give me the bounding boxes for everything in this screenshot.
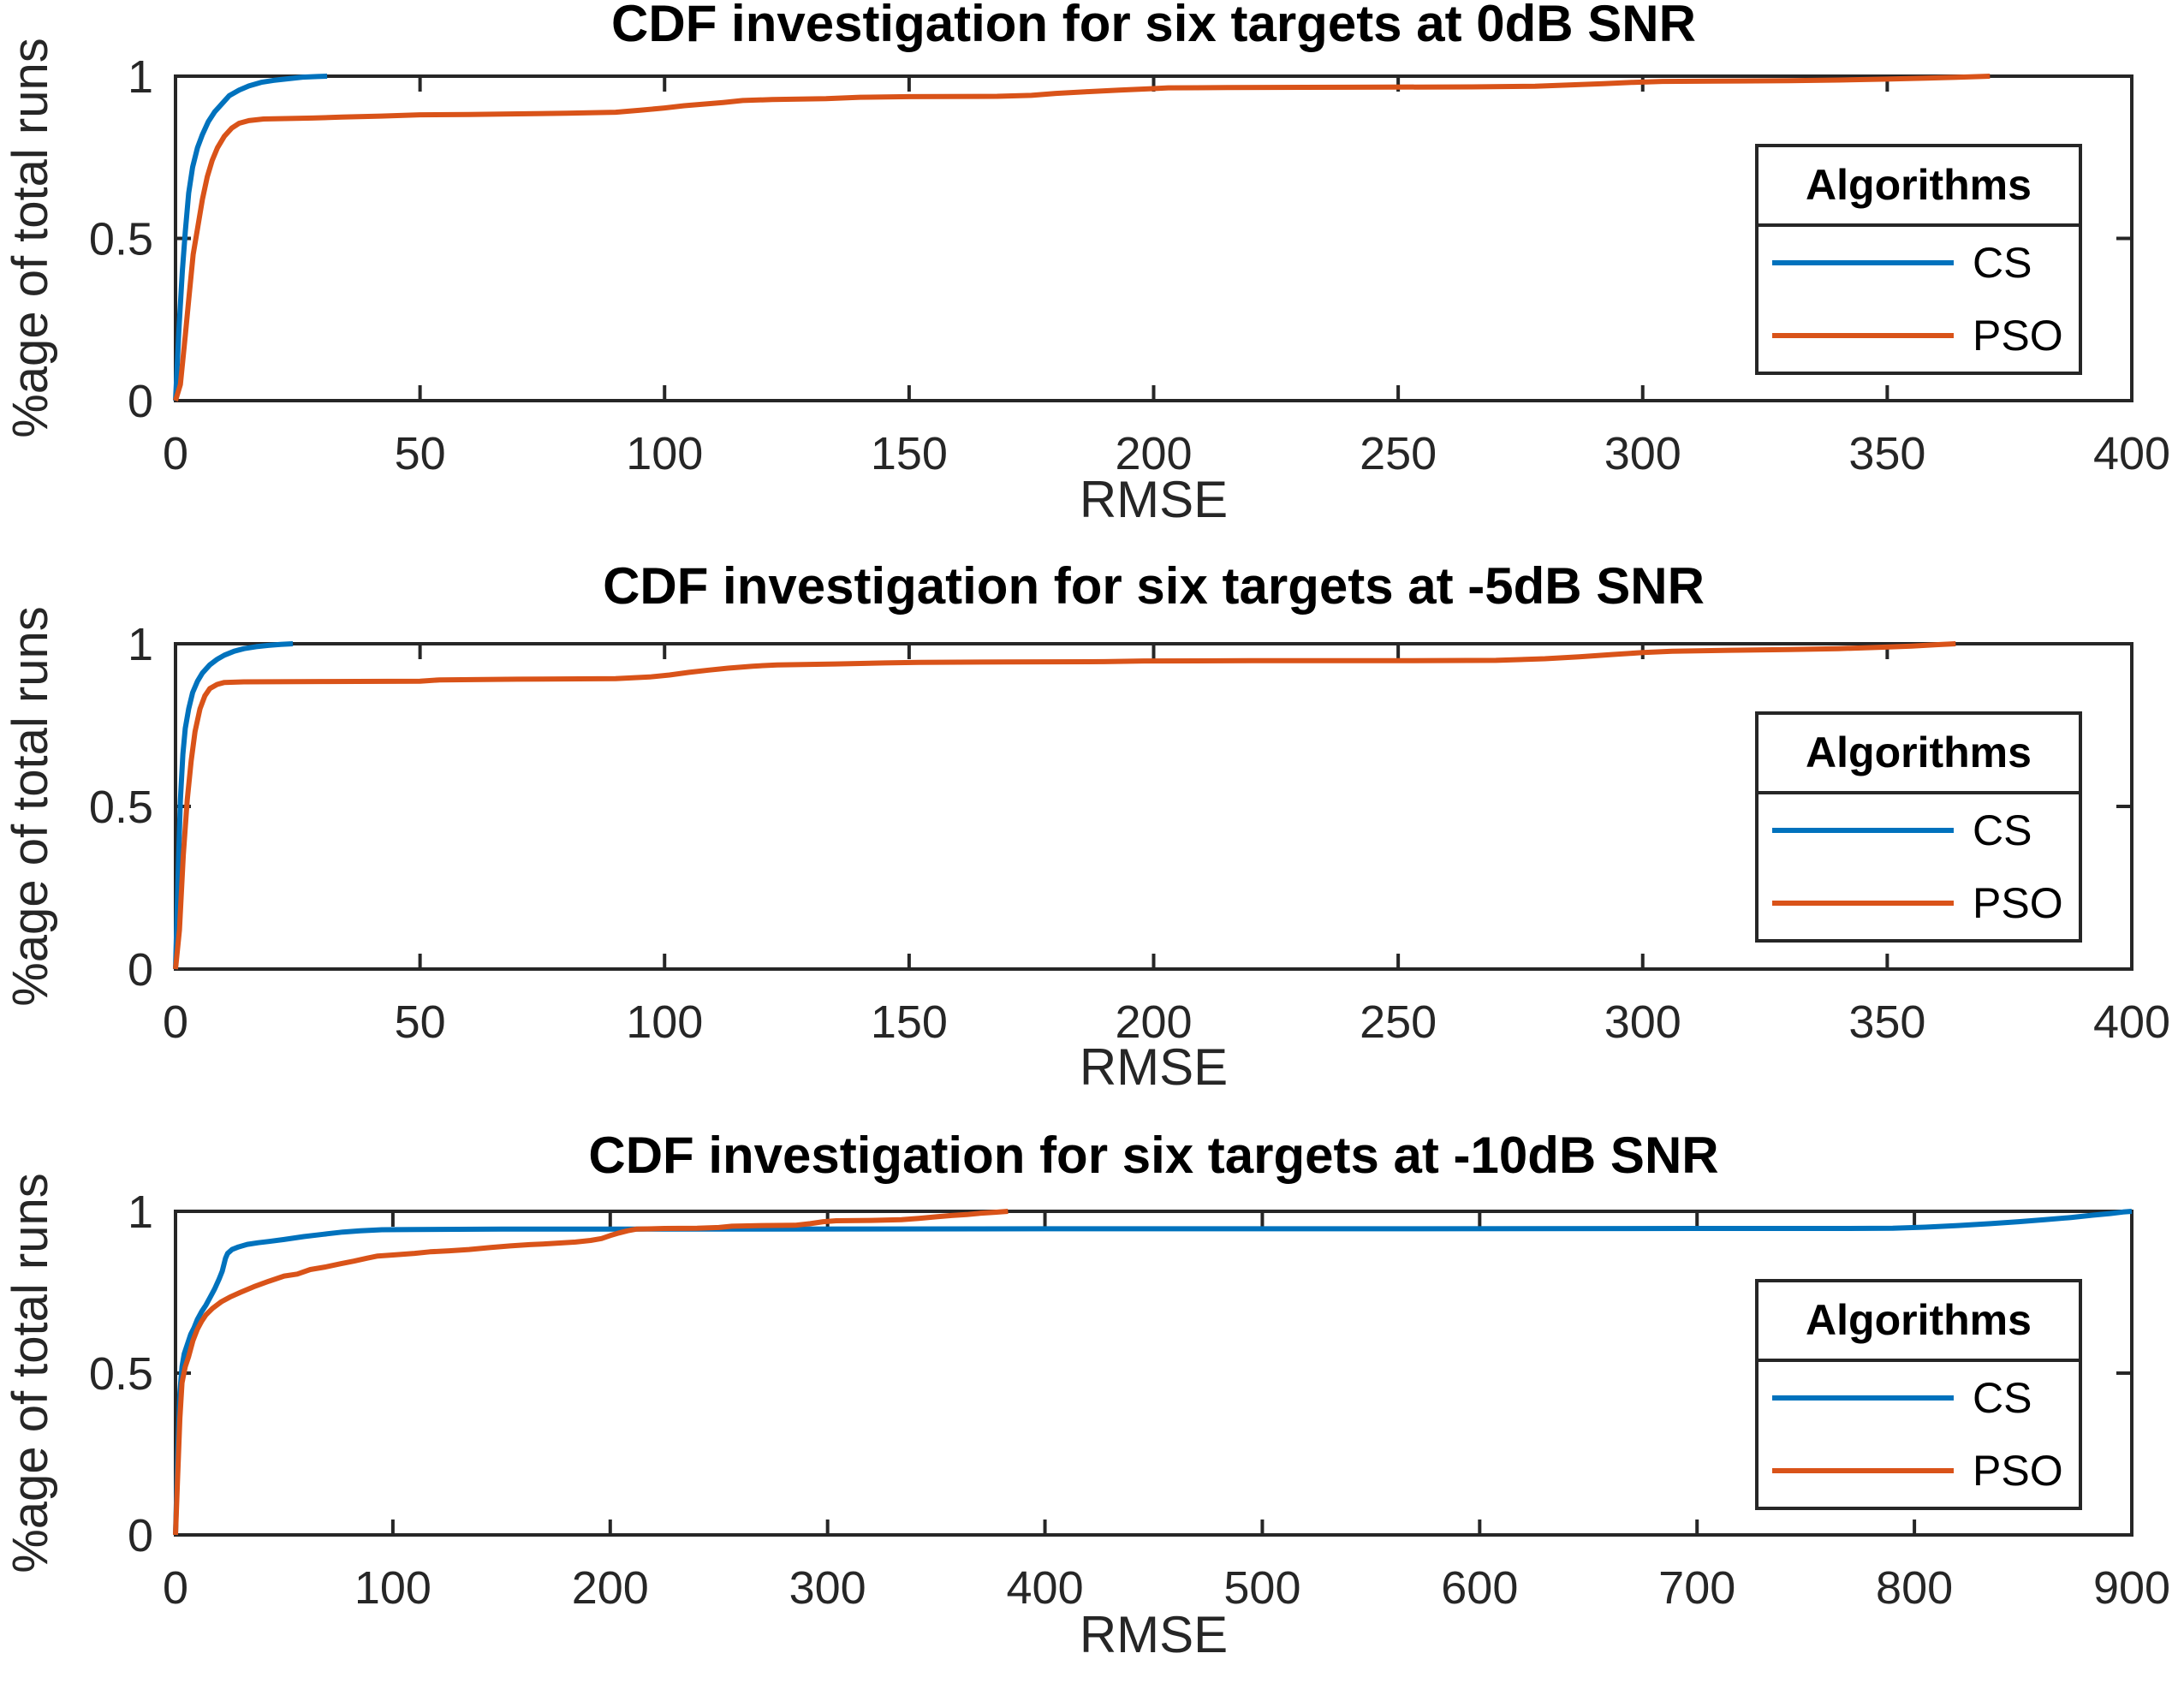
y-tick-label: 1 [128,619,153,670]
y-tick-label: 0 [128,376,153,427]
legend-0: Algorithms CS PSO [1755,144,2082,375]
x-tick-label: 100 [626,996,703,1048]
legend-entry-pso: PSO [1759,869,2079,937]
x-tick-label: 350 [1848,996,1925,1048]
axes-2: 0 100 200 300 400 500 600 700 800 900 0 0.5 1 [89,1186,2170,1614]
x-tick-label: 400 [1007,1562,1084,1614]
x-axis-label-2: RMSE [1079,1606,1229,1663]
cs-line-sample [1772,260,1954,266]
y-tick-label: 0.5 [89,1348,153,1400]
legend-label-cs: CS [1973,806,2032,855]
x-tick-label: 350 [1848,428,1925,479]
series-pso-line-0 [173,74,1991,401]
series-cs-line-2 [173,1209,2133,1536]
legend-label-cs: CS [1973,1374,2032,1423]
series-cs-line-0 [173,74,328,401]
x-tick-label: 100 [626,428,703,479]
x-tick-label: 900 [2093,1562,2170,1614]
x-tick-label: 100 [354,1562,431,1614]
pso-line-sample [1772,332,1954,338]
axes-1: 0 50 100 150 200 250 300 350 400 0 0.5 1 [89,619,2170,1048]
x-axis-label-1: RMSE [1079,1038,1229,1096]
legend-body: CS PSO [1759,227,2079,372]
x-tick-label: 200 [1115,996,1192,1048]
y-tick-label: 0.5 [89,782,153,833]
x-tick-label: 0 [163,1562,188,1614]
x-tick-label: 50 [395,428,446,479]
x-tick-label: 0 [163,428,188,479]
legend-title: Algorithms [1759,1282,2079,1362]
x-tick-label: 700 [1658,1562,1735,1614]
x-tick-label: 200 [572,1562,649,1614]
x-tick-label: 150 [871,428,948,479]
legend-entry-pso: PSO [1759,301,2079,370]
legend-body: CS PSO [1759,794,2079,939]
x-axis-label-0: RMSE [1079,471,1229,528]
legend-title: Algorithms [1759,147,2079,227]
pso-line-sample [1772,1467,1954,1473]
x-tick-label: 800 [1876,1562,1953,1614]
legend-1: Algorithms CS PSO [1755,711,2082,943]
series-pso-line-2 [173,1209,1009,1536]
y-axis-label-2: %age of total runs [3,1173,58,1573]
x-tick-label: 250 [1360,428,1437,479]
series-pso-line-1 [173,641,1956,970]
legend-label-cs: CS [1973,239,2032,288]
x-tick-label: 400 [2093,428,2170,479]
y-tick-label: 1 [128,51,153,103]
legend-entry-cs: CS [1759,229,2079,297]
x-tick-label: 600 [1441,1562,1518,1614]
x-tick-label: 500 [1223,1562,1300,1614]
cs-line-sample [1772,1395,1954,1401]
cs-line-sample [1772,828,1954,834]
legend-label-pso: PSO [1973,311,2063,360]
chart-title-0db: CDF investigation for six targets at 0dB… [611,0,1696,52]
y-axis-label-0: %age of total runs [3,38,58,438]
x-tick-label: 150 [871,996,948,1048]
chart-title-minus5db: CDF investigation for six targets at -5d… [603,557,1705,615]
y-tick-label: 0 [128,1510,153,1561]
x-tick-label: 300 [1604,428,1681,479]
y-tick-label: 0.5 [89,214,153,265]
legend-body: CS PSO [1759,1362,2079,1507]
series-cs-line-1 [173,641,294,970]
y-tick-label: 0 [128,944,153,996]
legend-label-pso: PSO [1973,878,2063,927]
legend-entry-cs: CS [1759,796,2079,865]
legend-entry-pso: PSO [1759,1436,2079,1505]
x-tick-label: 400 [2093,996,2170,1048]
legend-entry-cs: CS [1759,1364,2079,1432]
x-tick-label: 250 [1360,996,1437,1048]
x-tick-label: 50 [395,996,446,1048]
legend-label-pso: PSO [1973,1446,2063,1495]
pso-line-sample [1772,900,1954,906]
legend-title: Algorithms [1759,715,2079,794]
x-tick-label: 300 [789,1562,866,1614]
chart-title-minus10db: CDF investigation for six targets at -10… [588,1127,1719,1184]
legend-2: Algorithms CS PSO [1755,1279,2082,1510]
axes-0: 0 50 100 150 200 250 300 350 400 0 0.5 1 [89,51,2170,479]
y-axis-label-1: %age of total runs [3,606,58,1007]
x-tick-label: 200 [1115,428,1192,479]
x-tick-label: 0 [163,996,188,1048]
y-tick-label: 1 [128,1186,153,1238]
x-tick-label: 300 [1604,996,1681,1048]
